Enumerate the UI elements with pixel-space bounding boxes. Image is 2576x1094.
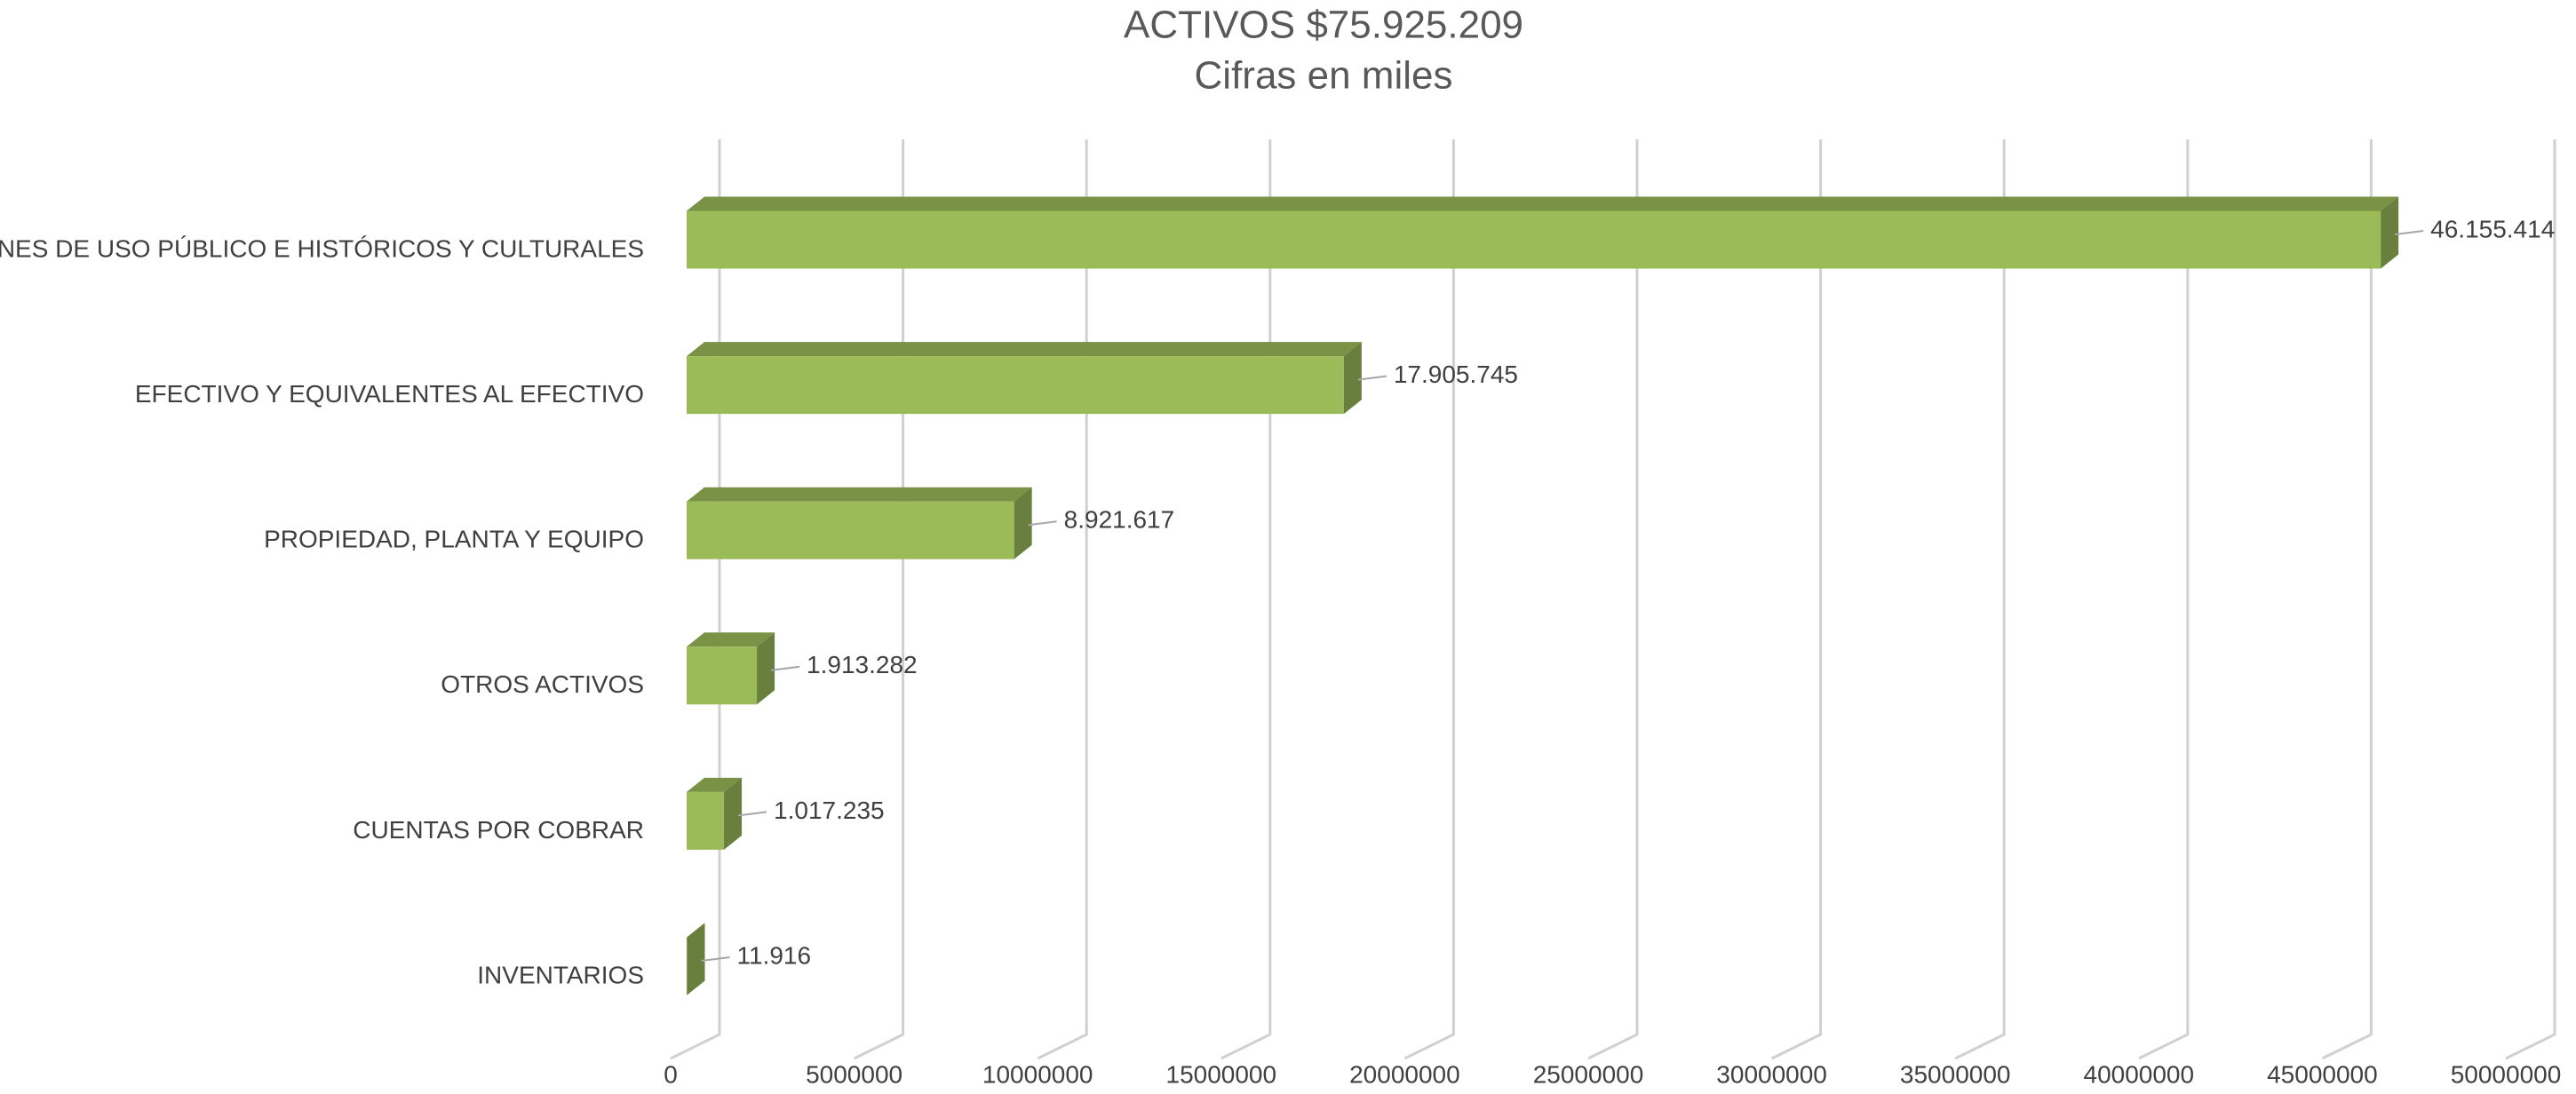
x-tick-label: 35000000 <box>1900 1060 2011 1088</box>
x-tick-label: 45000000 <box>2267 1060 2378 1088</box>
leader-line <box>1357 375 1387 381</box>
x-tick-label: 40000000 <box>2084 1060 2195 1088</box>
y-tick-label: OTROS ACTIVOS <box>441 670 644 698</box>
data-label: 1.913.282 <box>807 651 918 678</box>
data-label: 1.017.235 <box>774 797 885 824</box>
leader-line <box>1028 520 1057 527</box>
bar-side <box>687 923 705 995</box>
bar-top <box>687 923 705 938</box>
grid-line <box>1954 139 2006 1060</box>
grid-line <box>1037 139 1088 1060</box>
bar <box>687 356 1344 415</box>
data-label: 11.916 <box>736 941 811 969</box>
bar-top <box>687 632 775 647</box>
y-tick-label: EFECTIVO Y EQUIVALENTES AL EFECTIVO <box>135 380 644 408</box>
bar-side <box>724 777 743 850</box>
data-label: 8.921.617 <box>1064 506 1175 534</box>
x-tick-label: 0 <box>664 1060 678 1088</box>
grid-line <box>2138 139 2190 1060</box>
bar-side <box>1343 342 1362 415</box>
x-tick-label: 5000000 <box>806 1060 902 1088</box>
grid-line <box>2505 139 2556 1060</box>
bar <box>687 501 1014 559</box>
x-tick-label: 15000000 <box>1166 1060 1277 1088</box>
leader-line <box>737 811 767 817</box>
y-tick-label: PROPIEDAD, PLANTA Y EQUIPO <box>264 526 644 553</box>
chart-subtitle: Cifras en miles <box>1195 54 1453 98</box>
grid-line <box>853 139 905 1060</box>
bar-top <box>687 777 743 792</box>
bar-top <box>687 487 1032 502</box>
grid-line <box>1587 139 1639 1060</box>
bar-top <box>687 342 1362 357</box>
leader-line <box>2395 230 2424 235</box>
y-tick-label: CUENTAS POR COBRAR <box>353 816 644 844</box>
x-tick-label: 50000000 <box>2451 1060 2562 1088</box>
x-tick-label: 25000000 <box>1533 1060 1644 1088</box>
x-tick-label: 10000000 <box>982 1060 1093 1088</box>
bar-side <box>2381 196 2399 269</box>
grid-line <box>1220 139 1272 1060</box>
chart-title: ACTIVOS $75.925.209 <box>1124 4 1523 47</box>
bar-top <box>687 196 2399 211</box>
data-label: 46.155.414 <box>2430 215 2555 242</box>
y-tick-label: INVENTARIOS <box>477 961 644 988</box>
bar <box>687 210 2381 269</box>
bar <box>687 791 725 850</box>
x-tick-label: 20000000 <box>1349 1060 1460 1088</box>
grid-line <box>1403 139 1455 1060</box>
x-tick-label: 30000000 <box>1716 1060 1827 1088</box>
bar-side <box>1014 487 1032 559</box>
leader-line <box>770 665 800 671</box>
bar-side <box>757 632 775 705</box>
data-label: 17.905.745 <box>1394 361 1518 388</box>
leader-line <box>701 956 730 962</box>
y-tick-label: BIENES DE USO PÚBLICO E HISTÓRICOS Y CUL… <box>0 234 644 262</box>
grid-line <box>1770 139 1823 1060</box>
grid-line <box>2321 139 2373 1060</box>
grid-line <box>670 139 721 1060</box>
bar <box>687 646 758 705</box>
